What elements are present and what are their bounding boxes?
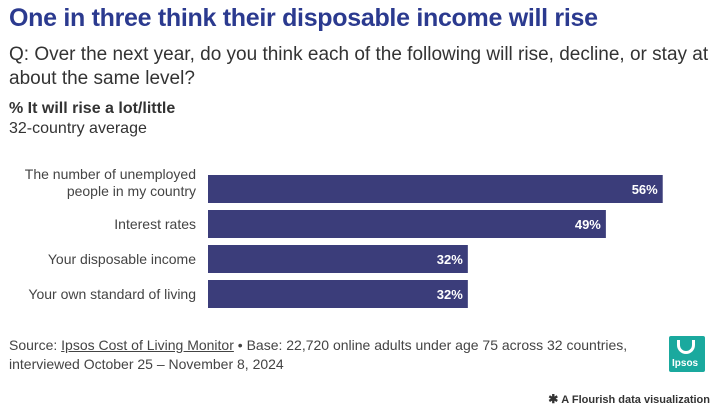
measure-label: % It will rise a lot/little bbox=[9, 100, 176, 117]
region-label: 32-country average bbox=[9, 120, 147, 137]
asterisk-icon: ✱ bbox=[548, 392, 559, 406]
logo-mark-icon bbox=[677, 340, 695, 354]
value-label-1: 56% bbox=[632, 182, 658, 197]
value-label-4: 32% bbox=[437, 287, 463, 302]
value-label-3: 32% bbox=[437, 252, 463, 267]
chart-subtitle: Q: Over the next year, do you think each… bbox=[9, 44, 709, 89]
category-label-4: Your own standard of living bbox=[28, 286, 196, 302]
bar-chart: The number of unemployed people in my cou… bbox=[25, 166, 663, 308]
category-label-2: Interest rates bbox=[114, 216, 196, 232]
bar-4 bbox=[208, 280, 468, 308]
source-details: • Base: 22,720 online adults under age 7… bbox=[9, 337, 628, 372]
flourish-credit-text: A Flourish data visualization bbox=[561, 394, 710, 406]
value-label-2: 49% bbox=[575, 217, 601, 232]
source-note: Source: Ipsos Cost of Living Monitor • B… bbox=[9, 336, 669, 374]
bar-2 bbox=[208, 210, 606, 238]
category-label-3: Your disposable income bbox=[48, 251, 196, 267]
ipsos-logo: Ipsos bbox=[669, 336, 705, 372]
flourish-credit[interactable]: ✱ A Flourish data visualization bbox=[548, 392, 710, 406]
bar-3 bbox=[208, 245, 468, 273]
category-label-1: The number of unemployed people in my cou… bbox=[25, 166, 196, 199]
logo-text: Ipsos bbox=[672, 358, 699, 369]
bar-1 bbox=[208, 175, 663, 203]
chart-title: One in three think their disposable inco… bbox=[9, 4, 598, 32]
source-link[interactable]: Ipsos Cost of Living Monitor bbox=[61, 337, 234, 353]
source-prefix: Source: bbox=[9, 337, 62, 353]
